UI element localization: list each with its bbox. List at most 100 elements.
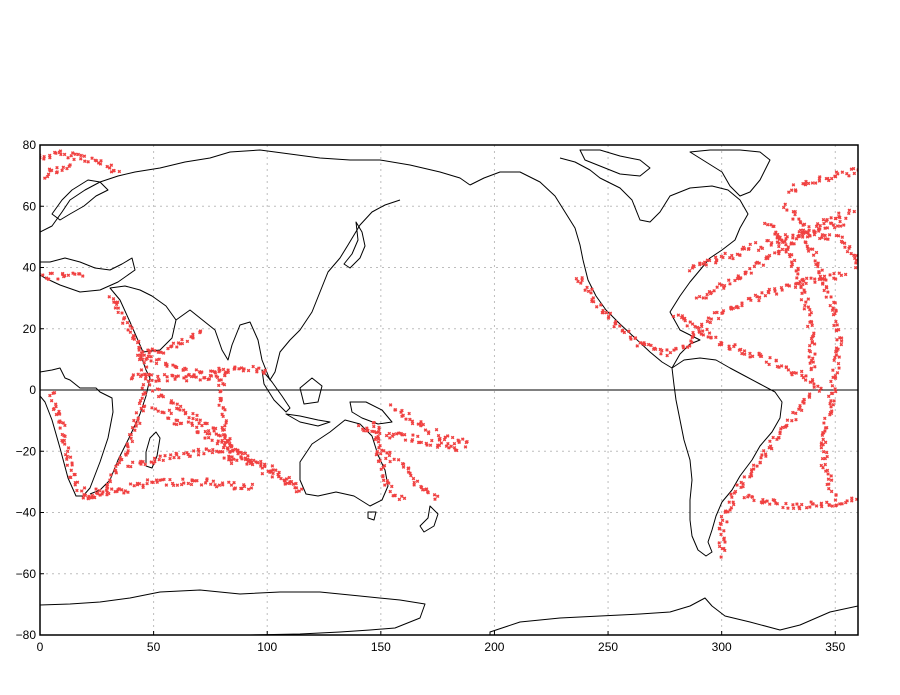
track-point-137 xyxy=(165,364,169,368)
track-point-187 xyxy=(194,375,199,379)
track-point-785 xyxy=(460,437,465,441)
track-point-1412 xyxy=(722,536,727,540)
track-point-1243 xyxy=(823,440,828,445)
track-point-86 xyxy=(128,330,133,335)
track-point-1306 xyxy=(806,297,811,301)
track-point-636 xyxy=(228,450,232,454)
track-point-1006 xyxy=(722,283,727,288)
track-point-1212 xyxy=(831,368,835,372)
track-point-418 xyxy=(172,422,176,426)
track-point-1388 xyxy=(735,483,739,487)
track-point-788 xyxy=(463,445,468,449)
track-point-447 xyxy=(233,447,238,452)
track-point-1137 xyxy=(817,389,822,393)
track-point-1178 xyxy=(824,284,829,289)
coastline-australia xyxy=(299,419,389,507)
track-point-730 xyxy=(374,452,379,457)
track-point-1424 xyxy=(750,494,754,499)
track-point-1347 xyxy=(799,408,804,413)
track-point-1130 xyxy=(804,374,808,378)
track-point-546 xyxy=(187,415,191,420)
track-point-133 xyxy=(157,357,161,362)
track-point-156 xyxy=(210,369,215,374)
track-point-889 xyxy=(763,293,768,298)
track-point-96 xyxy=(137,348,141,352)
track-point-689 xyxy=(384,456,388,461)
track-point-1365 xyxy=(768,439,772,444)
track-point-1197 xyxy=(834,328,839,333)
track-point-620 xyxy=(221,414,225,419)
track-point-739 xyxy=(380,474,385,479)
track-point-657 xyxy=(394,431,399,436)
track-point-1024 xyxy=(757,261,762,265)
track-point-514 xyxy=(273,468,278,472)
track-point-984 xyxy=(822,221,826,226)
track-point-1420 xyxy=(742,495,747,500)
track-point-316 xyxy=(62,433,66,438)
track-point-1110 xyxy=(759,354,764,359)
track-point-436 xyxy=(210,438,214,443)
x-tick-label-5: 250 xyxy=(598,640,618,654)
track-point-381 xyxy=(189,482,194,487)
track-point-1331 xyxy=(808,361,812,365)
track-point-1329 xyxy=(810,356,815,361)
track-point-1498 xyxy=(808,234,812,238)
track-point-1080 xyxy=(700,329,705,333)
track-point-1075 xyxy=(685,324,690,328)
track-point-341 xyxy=(100,492,104,496)
track-point-817 xyxy=(613,321,618,326)
track-point-481 xyxy=(196,453,201,457)
coastline-scandinavia xyxy=(51,179,109,221)
track-point-407 xyxy=(150,406,154,410)
track-point-1434 xyxy=(772,498,777,503)
track-point-1168 xyxy=(814,262,818,267)
track-point-1036 xyxy=(786,245,791,249)
track-point-520 xyxy=(287,475,292,480)
track-point-866 xyxy=(712,310,717,315)
track-point-103 xyxy=(153,348,157,353)
track-point-405 xyxy=(246,487,251,492)
track-point-173 xyxy=(162,372,167,377)
track-point-247 xyxy=(132,418,136,423)
track-point-571 xyxy=(240,451,245,456)
track-point-828 xyxy=(635,344,640,348)
track-point-1278 xyxy=(777,241,781,246)
track-point-1308 xyxy=(802,307,807,311)
track-point-1363 xyxy=(771,435,775,440)
track-point-254 xyxy=(130,439,135,444)
track-point-388 xyxy=(208,482,213,487)
track-point-1133 xyxy=(812,382,816,386)
track-point-85 xyxy=(130,326,134,330)
track-point-451 xyxy=(126,464,130,469)
track-point-281 xyxy=(94,487,98,491)
y-tick-label-1: −60 xyxy=(16,567,37,581)
track-point-167 xyxy=(149,378,154,383)
track-point-413 xyxy=(167,408,172,413)
track-point-1101 xyxy=(740,351,744,356)
track-point-690 xyxy=(387,453,392,458)
track-point-563 xyxy=(220,440,224,444)
track-point-1409 xyxy=(722,529,726,533)
track-point-354 xyxy=(132,483,137,488)
track-point-1316 xyxy=(809,320,814,325)
track-point-725 xyxy=(378,443,382,448)
track-point-464 xyxy=(161,458,166,463)
track-point-693 xyxy=(392,457,396,462)
track-point-1258 xyxy=(826,472,830,476)
track-point-490 xyxy=(217,450,221,454)
track-point-1464 xyxy=(845,499,849,503)
track-point-183 xyxy=(184,374,188,379)
track-point-953 xyxy=(756,248,761,253)
track-point-1263 xyxy=(827,482,831,486)
track-point-1058 xyxy=(829,215,833,220)
track-point-1265 xyxy=(829,489,834,494)
track-point-171 xyxy=(157,378,161,383)
track-point-1275 xyxy=(773,232,777,236)
track-point-892 xyxy=(774,292,779,296)
track-point-600 xyxy=(299,487,304,491)
track-point-120 xyxy=(191,336,195,340)
track-point-1005 xyxy=(722,286,726,291)
track-point-649 xyxy=(374,430,378,435)
track-point-1523 xyxy=(853,265,858,270)
track-point-1312 xyxy=(809,310,814,315)
